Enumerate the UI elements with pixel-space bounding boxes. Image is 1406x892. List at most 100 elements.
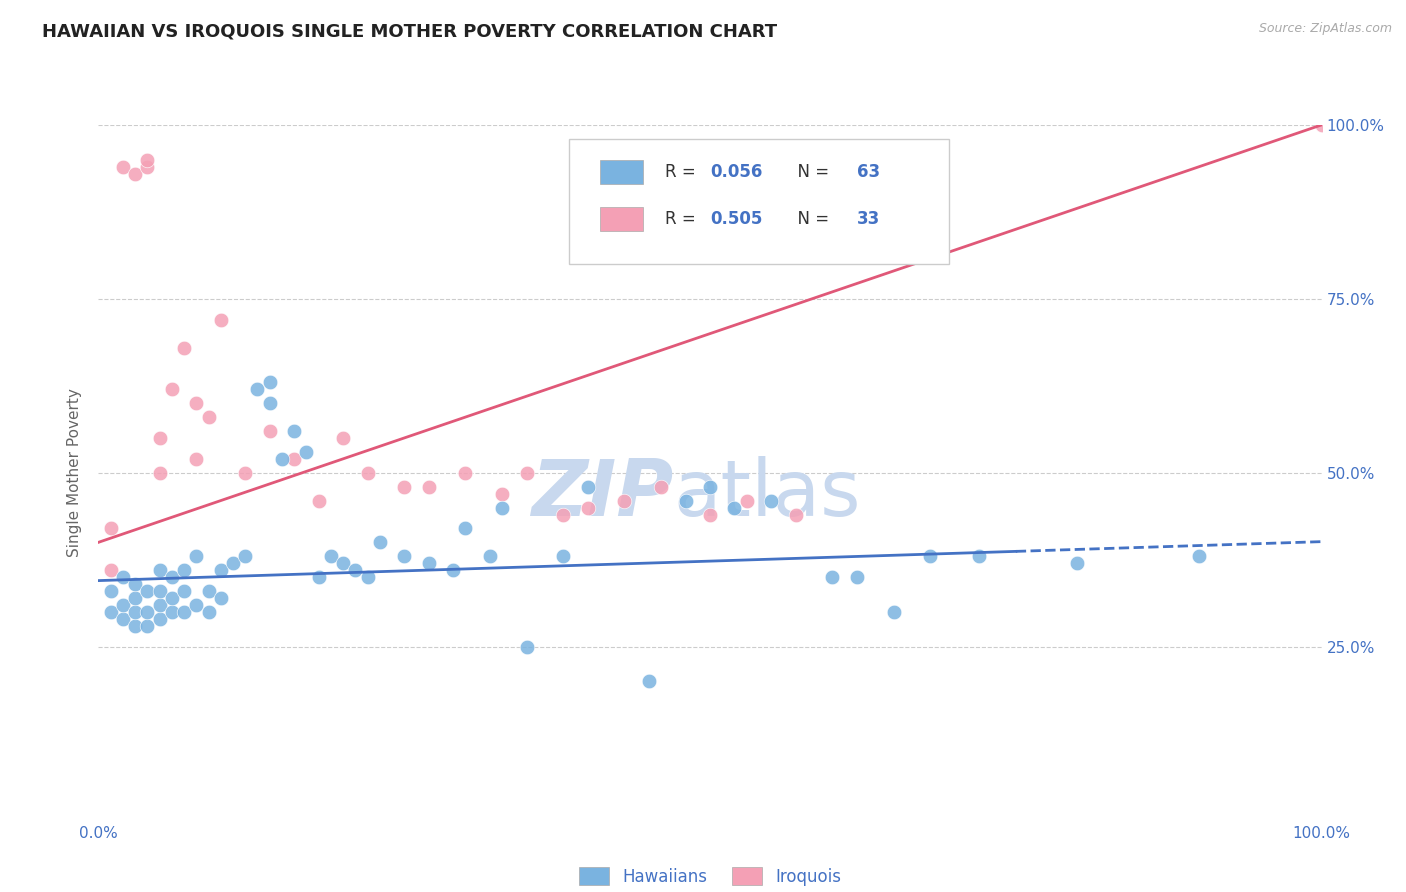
Point: [515, 640, 537, 654]
Point: [650, 480, 672, 494]
Point: [845, 570, 868, 584]
Text: 63: 63: [856, 163, 880, 181]
Point: [197, 605, 219, 619]
Point: [124, 591, 146, 605]
Point: [111, 570, 134, 584]
Text: N =: N =: [787, 210, 835, 227]
Point: [173, 584, 195, 599]
Point: [699, 480, 721, 494]
Point: [553, 549, 575, 564]
Point: [209, 312, 232, 326]
Point: [136, 584, 159, 599]
Point: [136, 619, 159, 633]
Point: [308, 493, 330, 508]
Point: [222, 556, 245, 570]
Point: [233, 549, 256, 564]
Point: [136, 160, 159, 174]
Point: [418, 556, 440, 570]
Point: [735, 493, 758, 508]
Y-axis label: Single Mother Poverty: Single Mother Poverty: [67, 388, 83, 558]
Point: [149, 466, 172, 480]
Point: [356, 466, 378, 480]
Text: atlas: atlas: [673, 456, 860, 532]
Point: [576, 500, 599, 515]
Point: [100, 521, 122, 535]
Point: [246, 382, 269, 396]
Point: [613, 493, 636, 508]
Point: [173, 563, 195, 577]
Point: [149, 598, 172, 612]
Point: [392, 480, 416, 494]
Point: [883, 605, 905, 619]
Point: [136, 605, 159, 619]
Text: N =: N =: [787, 163, 835, 181]
Point: [233, 466, 256, 480]
Point: [491, 486, 513, 500]
Point: [319, 549, 342, 564]
Point: [295, 445, 318, 459]
Point: [160, 570, 183, 584]
Point: [149, 612, 172, 626]
Point: [785, 508, 807, 522]
Point: [454, 521, 477, 535]
FancyBboxPatch shape: [600, 160, 643, 185]
Point: [368, 535, 391, 549]
Point: [209, 591, 232, 605]
Point: [699, 508, 721, 522]
Point: [186, 451, 208, 466]
Point: [186, 396, 208, 410]
Text: 0.505: 0.505: [710, 210, 762, 227]
Point: [515, 466, 537, 480]
Point: [173, 341, 195, 355]
Point: [259, 396, 281, 410]
Point: [197, 584, 219, 599]
Point: [967, 549, 990, 564]
Point: [478, 549, 501, 564]
Text: HAWAIIAN VS IROQUOIS SINGLE MOTHER POVERTY CORRELATION CHART: HAWAIIAN VS IROQUOIS SINGLE MOTHER POVER…: [42, 22, 778, 40]
Point: [111, 598, 134, 612]
FancyBboxPatch shape: [600, 207, 643, 231]
Point: [356, 570, 378, 584]
Point: [308, 570, 330, 584]
Point: [332, 556, 354, 570]
Point: [332, 431, 354, 445]
Point: [186, 549, 208, 564]
Point: [259, 376, 281, 390]
Text: 33: 33: [856, 210, 880, 227]
Point: [124, 167, 146, 181]
FancyBboxPatch shape: [569, 139, 949, 264]
Text: Source: ZipAtlas.com: Source: ZipAtlas.com: [1258, 22, 1392, 36]
Point: [491, 500, 513, 515]
Point: [283, 451, 305, 466]
Point: [821, 570, 844, 584]
Point: [149, 563, 172, 577]
Point: [576, 480, 599, 494]
Point: [418, 480, 440, 494]
Point: [100, 605, 122, 619]
Point: [149, 584, 172, 599]
Text: ZIP: ZIP: [531, 456, 673, 532]
Text: R =: R =: [665, 163, 700, 181]
Point: [1066, 556, 1088, 570]
Point: [124, 577, 146, 591]
Point: [283, 424, 305, 438]
Point: [1188, 549, 1211, 564]
Point: [197, 410, 219, 425]
Point: [441, 563, 464, 577]
Point: [675, 493, 697, 508]
Point: [100, 563, 122, 577]
Point: [136, 153, 159, 167]
Point: [124, 619, 146, 633]
Point: [111, 160, 134, 174]
Point: [1310, 118, 1333, 132]
Point: [100, 584, 122, 599]
Point: [209, 563, 232, 577]
Point: [638, 674, 661, 689]
Point: [553, 508, 575, 522]
Point: [259, 424, 281, 438]
Legend: Hawaiians, Iroquois: Hawaiians, Iroquois: [572, 861, 848, 892]
Point: [111, 612, 134, 626]
Point: [173, 605, 195, 619]
Point: [392, 549, 416, 564]
Text: R =: R =: [665, 210, 700, 227]
